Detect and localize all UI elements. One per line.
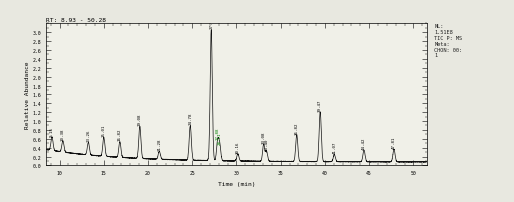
Text: 16.82: 16.82 [118,128,122,141]
Text: 27.88: 27.88 [216,127,219,140]
Text: 33.08: 33.08 [262,131,266,143]
Text: 19.08: 19.08 [138,113,142,125]
Text: 30.16: 30.16 [236,140,240,153]
Text: 13.26: 13.26 [86,129,90,141]
Text: 44.42: 44.42 [362,137,366,149]
Text: 27.15: 27.15 [209,17,213,29]
Text: 41.07: 41.07 [333,141,336,154]
Text: 9.15: 9.15 [50,126,54,136]
Text: 39.47: 39.47 [318,99,322,111]
Text: 33.40: 33.40 [265,138,268,150]
Text: NL:
1.51E8
TIC P: MS
Meta:
CHON: 00:
1: NL: 1.51E8 TIC P: MS Meta: CHON: 00: 1 [434,24,463,58]
Y-axis label: Relative Abundance: Relative Abundance [25,61,30,128]
Text: 10.38: 10.38 [61,127,65,140]
Text: 36.82: 36.82 [295,121,299,134]
Text: 47.81: 47.81 [392,136,396,148]
Text: 28.11: 28.11 [218,132,222,144]
Text: 21.28: 21.28 [157,138,161,150]
Text: 24.78: 24.78 [188,112,192,125]
X-axis label: Time (min): Time (min) [218,181,255,186]
Text: 15.01: 15.01 [102,124,106,137]
Text: RT: 8.93 - 50.28: RT: 8.93 - 50.28 [46,18,106,22]
